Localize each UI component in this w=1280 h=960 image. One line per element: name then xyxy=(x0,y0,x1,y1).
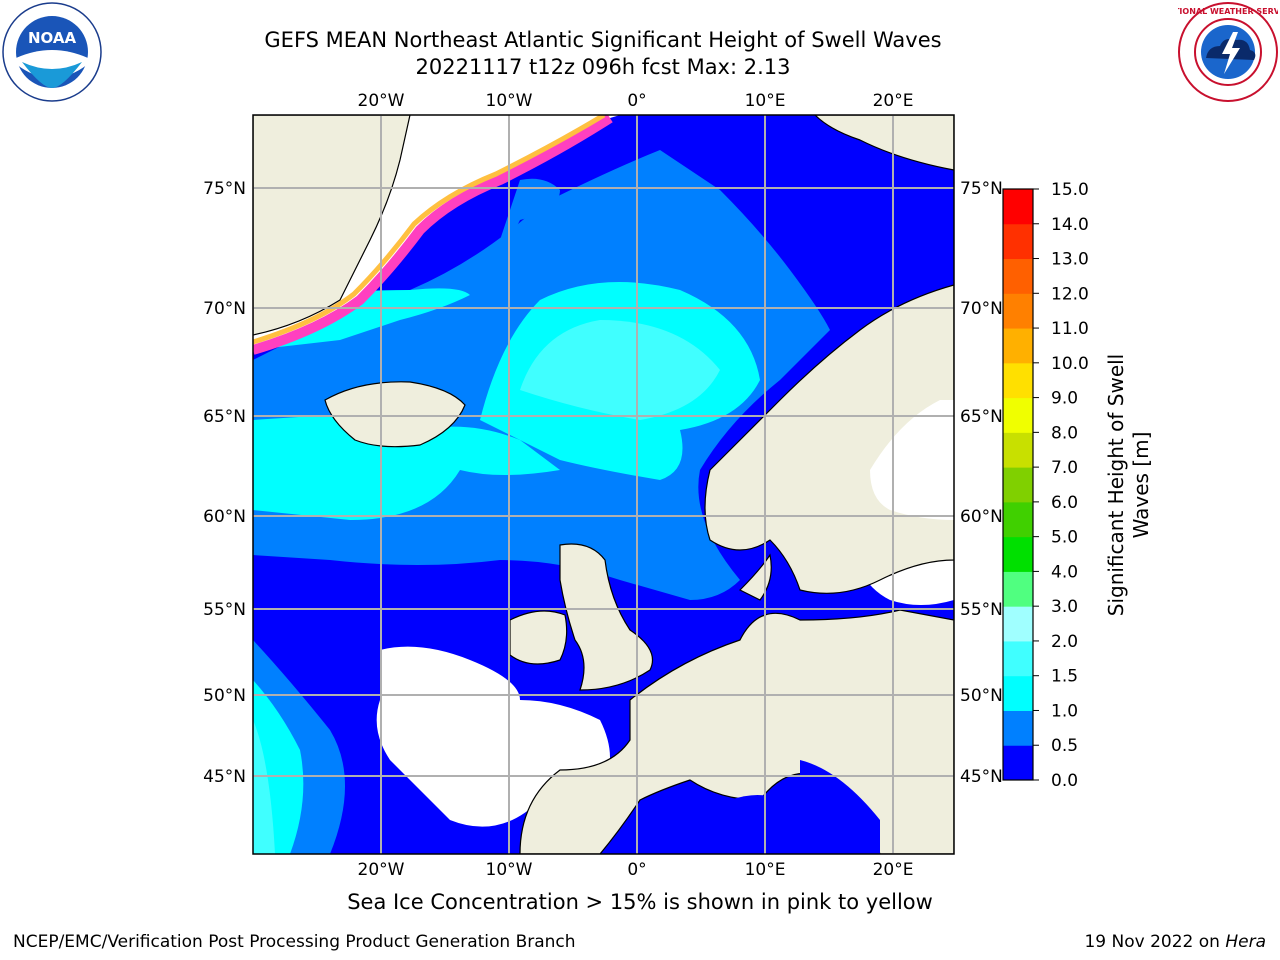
colorbar-segment xyxy=(1003,189,1033,225)
map-plot xyxy=(253,115,954,854)
footer-credit: NCEP/EMC/Verification Post Processing Pr… xyxy=(13,932,576,952)
lat-label-left: 55°N xyxy=(203,600,246,620)
lon-label-bottom: 20°W xyxy=(358,860,405,880)
colorbar xyxy=(1002,188,1034,781)
lon-label-bottom: 0° xyxy=(627,860,646,880)
colorbar-tick-label: 2.0 xyxy=(1051,632,1078,652)
colorbar-segment xyxy=(1003,432,1033,468)
greenland xyxy=(253,115,411,336)
colorbar-tick-label: 5.0 xyxy=(1051,528,1078,548)
ireland xyxy=(509,610,568,665)
colorbar-tick-label: 1.0 xyxy=(1051,701,1078,721)
colorbar-tick-label: 8.0 xyxy=(1051,423,1078,443)
adriatic xyxy=(800,760,880,854)
colorbar-segment xyxy=(1003,223,1033,260)
footer-date-text: 19 Nov 2022 on xyxy=(1084,932,1220,952)
colorbar-segment xyxy=(1003,362,1033,399)
footer-date: 19 Nov 2022 on Hera xyxy=(1084,932,1266,952)
lat-label-left: 70°N xyxy=(203,299,246,319)
map-frame xyxy=(252,114,955,855)
lat-label-right: 55°N xyxy=(960,600,1003,620)
colorbar-segment xyxy=(1003,571,1033,607)
footer-machine: Hera xyxy=(1225,932,1266,952)
lon-label-top: 20°E xyxy=(873,91,914,111)
swell-band-1-5-west xyxy=(253,415,560,520)
colorbar-label-line1: Significant Height of Swell xyxy=(1104,353,1128,617)
lon-label-top: 10°E xyxy=(745,91,786,111)
colorbar-ticks: 0.0 0.5 1.0 1.5 2.0 3.0 4.0 5.0 6.0 7.0 8.0 9.0 10.0… xyxy=(1033,180,1089,791)
colorbar-label-line2: Waves [m] xyxy=(1129,431,1153,539)
swell-band-2-0 xyxy=(520,320,720,420)
lat-label-left: 60°N xyxy=(203,507,246,527)
chart-title: GEFS MEAN Northeast Atlantic Significant… xyxy=(264,28,942,52)
lon-label-bottom: 10°E xyxy=(745,860,786,880)
colorbar-segment xyxy=(1003,397,1033,433)
colorbar-tick-label: 13.0 xyxy=(1051,250,1089,270)
mediterranean xyxy=(730,795,790,854)
colorbar-tick-label: 14.0 xyxy=(1051,215,1089,235)
colorbar-segment xyxy=(1003,675,1033,711)
colorbar-segment xyxy=(1003,536,1033,572)
colorbar-tick-label: 0.5 xyxy=(1051,736,1078,756)
lat-label-left: 50°N xyxy=(203,686,246,706)
gulf-of-bothnia xyxy=(870,400,954,520)
lon-label-top: 0° xyxy=(627,91,646,111)
colorbar-tick-label: 15.0 xyxy=(1051,180,1089,200)
lon-label-bottom: 20°E xyxy=(873,860,914,880)
colorbar-segment xyxy=(1003,328,1033,364)
chart-subtitle: 20221117 t12z 096h fcst Max: 2.13 xyxy=(415,55,791,79)
lat-label-right: 50°N xyxy=(960,686,1003,706)
colorbar-frame xyxy=(1002,188,1034,781)
colorbar-segment xyxy=(1003,501,1033,538)
colorbar-segment xyxy=(1003,258,1033,294)
lat-label-right: 60°N xyxy=(960,507,1003,527)
colorbar-tick-label: 1.5 xyxy=(1051,667,1078,687)
colorbar-tick-label: 7.0 xyxy=(1051,458,1078,478)
colorbar-tick-label: 6.0 xyxy=(1051,493,1078,513)
caption: Sea Ice Concentration > 15% is shown in … xyxy=(347,890,933,914)
colorbar-segment xyxy=(1003,710,1033,746)
gridlines xyxy=(253,115,954,854)
iceland xyxy=(324,381,466,448)
colorbar-segment xyxy=(1003,293,1033,329)
lat-label-left: 45°N xyxy=(203,767,246,787)
lon-label-bottom: 10°W xyxy=(486,860,533,880)
lon-label-top: 20°W xyxy=(358,91,405,111)
colorbar-tick-label: 10.0 xyxy=(1051,354,1089,374)
colorbar-segment xyxy=(1003,467,1033,503)
lat-label-right: 45°N xyxy=(960,767,1003,787)
svalbard xyxy=(814,115,954,171)
lat-label-left: 65°N xyxy=(203,407,246,427)
lat-label-left: 75°N xyxy=(203,179,246,199)
nws-logo: NATIONAL WEATHER SERVICE xyxy=(1178,2,1278,102)
colorbar-tick-label: 12.0 xyxy=(1051,284,1089,304)
colorbar-tick-label: 4.0 xyxy=(1051,562,1078,582)
noaa-logo-text: NOAA xyxy=(28,29,77,47)
swell-band-2-0-sw xyxy=(253,720,275,854)
colorbar-tick-label: 9.0 xyxy=(1051,389,1078,409)
colorbar-tick-label: 11.0 xyxy=(1051,319,1089,339)
nws-ring-text: NATIONAL WEATHER SERVICE xyxy=(1178,7,1278,16)
sea-ice-edge-yellow xyxy=(253,115,606,345)
noaa-logo: NOAA xyxy=(2,2,102,102)
colorbar-segment xyxy=(1003,640,1033,677)
colorbar-tick-label: 0.0 xyxy=(1051,771,1078,791)
swell-band-0-5-north xyxy=(253,178,560,380)
great-britain xyxy=(559,543,654,691)
sea-ice-edge-pink xyxy=(253,115,613,355)
colorbar-segment xyxy=(1003,745,1033,781)
lat-label-right: 75°N xyxy=(960,179,1003,199)
lat-label-right: 70°N xyxy=(960,299,1003,319)
lon-label-top: 10°W xyxy=(486,91,533,111)
colorbar-tick-label: 3.0 xyxy=(1051,597,1078,617)
colorbar-segment xyxy=(1003,606,1033,642)
lat-label-right: 65°N xyxy=(960,407,1003,427)
